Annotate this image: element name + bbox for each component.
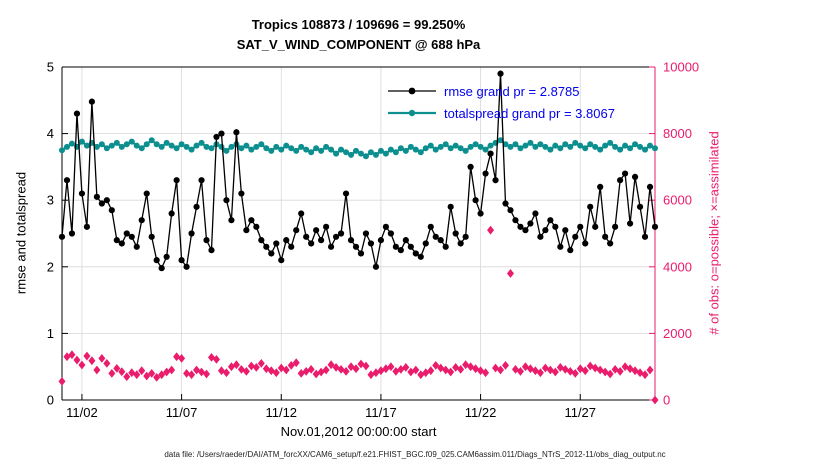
rmse-line-sample-icon — [388, 87, 436, 95]
legend-label-rmse: rmse grand pr = 2.8785 — [444, 83, 580, 99]
svg-text:1: 1 — [47, 326, 54, 341]
svg-text:11/12: 11/12 — [265, 405, 297, 420]
y-axis-label-left: rmse and totalspread — [13, 171, 29, 295]
legend-item-totalspread: totalspread grand pr = 3.8067 — [386, 102, 615, 124]
legend: rmse grand pr = 2.8785 totalspread grand… — [386, 80, 615, 124]
svg-text:0: 0 — [47, 393, 54, 408]
data-file-caption: data file: /Users/raeder/DAI/ATM_forcXX/… — [164, 450, 666, 459]
x-axis-label: Nov.01,2012 00:00:00 start — [280, 424, 437, 439]
svg-text:4000: 4000 — [663, 259, 692, 274]
svg-text:11/17: 11/17 — [365, 405, 397, 420]
svg-text:11/22: 11/22 — [465, 405, 497, 420]
svg-text:3: 3 — [47, 193, 54, 208]
svg-text:6000: 6000 — [663, 193, 692, 208]
svg-text:0: 0 — [663, 393, 670, 408]
svg-text:5: 5 — [47, 60, 54, 75]
totalspread-line-sample-icon — [388, 109, 436, 117]
plot-title-line2: SAT_V_WIND_COMPONENT @ 688 hPa — [236, 37, 481, 52]
svg-text:4: 4 — [47, 126, 54, 141]
svg-text:11/07: 11/07 — [166, 405, 198, 420]
legend-label-totalspread: totalspread grand pr = 3.8067 — [444, 105, 615, 121]
y-axis-label-right: # of obs: o=possible; ×=assimilated — [706, 131, 722, 335]
svg-text:10000: 10000 — [663, 60, 699, 75]
svg-text:2000: 2000 — [663, 326, 692, 341]
svg-text:8000: 8000 — [663, 126, 692, 141]
svg-text:11/27: 11/27 — [564, 405, 596, 420]
svg-text:2: 2 — [47, 259, 54, 274]
plot-title-line1: Tropics 108873 / 109696 = 99.250% — [251, 17, 466, 32]
legend-item-rmse: rmse grand pr = 2.8785 — [386, 80, 615, 102]
svg-text:11/02: 11/02 — [66, 405, 98, 420]
